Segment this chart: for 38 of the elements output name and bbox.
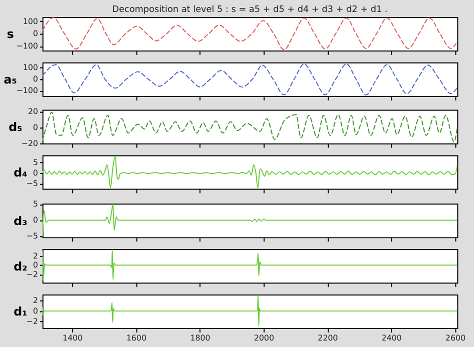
y-axis-title: d₄ — [14, 165, 28, 180]
y-tick-label: 0 — [32, 216, 38, 225]
y-tick-label: 0 — [32, 306, 38, 316]
x-tick-label: 2000 — [254, 333, 274, 342]
line-series — [42, 249, 458, 281]
x-tick-label: 1600 — [126, 333, 146, 342]
y-axis-title: d₁ — [14, 304, 28, 319]
y-tick-label: 2 — [32, 251, 38, 260]
x-tick-label: 1800 — [190, 333, 210, 342]
x-tick-label: 1400 — [62, 333, 83, 342]
y-axis-title: s — [6, 27, 14, 42]
y-tick-label: 5 — [32, 158, 38, 168]
x-tick-label: 2600 — [445, 333, 466, 342]
y-tick-label: 0 — [32, 29, 38, 38]
y-tick-label: 0 — [32, 122, 38, 132]
y-tick-label: 20 — [28, 106, 38, 116]
y-tick-label: 100 — [22, 16, 38, 26]
x-tick-label: 2400 — [382, 333, 402, 342]
chart-title: Decomposition at level 5 : s = a5 + d5 + d4 + d3 + d2 + d1 . — [112, 5, 388, 16]
y-tick-label: 100 — [22, 63, 38, 72]
y-tick-label: 0 — [32, 168, 38, 178]
y-tick-label: −5 — [26, 179, 38, 188]
y-axis-title: d₃ — [14, 214, 28, 228]
y-tick-label: 0 — [32, 260, 38, 270]
y-tick-label: −5 — [26, 232, 38, 241]
x-tick-label: 2200 — [318, 333, 338, 342]
y-tick-label: −100 — [16, 86, 38, 96]
y-axis-title: d₅ — [8, 120, 22, 134]
y-tick-label: −100 — [16, 42, 38, 51]
y-tick-label: 0 — [32, 74, 38, 84]
y-axis-title: a₅ — [4, 72, 17, 87]
y-tick-label: 5 — [32, 200, 38, 209]
y-tick-label: −20 — [21, 138, 38, 148]
y-tick-label: −2 — [26, 316, 38, 326]
y-axis-title: d₂ — [14, 259, 28, 274]
y-tick-label: −2 — [26, 270, 38, 279]
y-tick-label: 2 — [32, 296, 38, 306]
line-series — [42, 294, 458, 326]
